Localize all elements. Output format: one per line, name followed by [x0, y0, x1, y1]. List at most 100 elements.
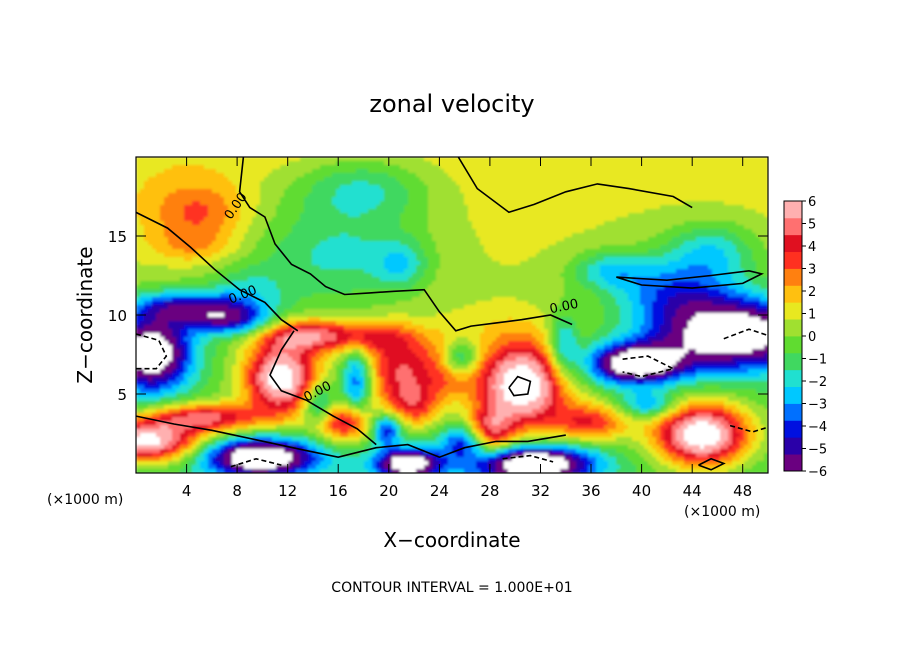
heatmap-cell	[212, 161, 217, 166]
heatmap-cell	[356, 217, 361, 222]
heatmap-cell	[616, 229, 621, 234]
heatmap-cell	[368, 241, 373, 246]
heatmap-cell	[376, 281, 381, 286]
heatmap-cell	[308, 185, 313, 190]
heatmap-cell	[408, 165, 413, 170]
heatmap-cell	[384, 201, 389, 206]
heatmap-cell	[440, 165, 445, 170]
heatmap-cell	[444, 193, 449, 198]
heatmap-cell	[352, 257, 357, 262]
heatmap-cell	[464, 277, 469, 282]
heatmap-cell	[308, 189, 313, 194]
heatmap-cell	[724, 157, 729, 162]
heatmap-cell	[460, 189, 465, 194]
heatmap-cell	[180, 201, 185, 206]
heatmap-cell	[484, 281, 489, 286]
heatmap-cell	[552, 161, 557, 166]
heatmap-cell	[332, 209, 337, 214]
heatmap-cell	[488, 249, 493, 254]
heatmap-cell	[244, 237, 249, 242]
heatmap-cell	[568, 229, 573, 234]
heatmap-cell	[456, 201, 461, 206]
heatmap-cell	[300, 209, 305, 214]
heatmap-cell	[556, 157, 561, 162]
heatmap-cell	[316, 281, 321, 286]
heatmap-cell	[264, 205, 269, 210]
heatmap-cell	[628, 225, 633, 230]
heatmap-cell	[584, 177, 589, 182]
heatmap-cell	[264, 169, 269, 174]
heatmap-cell	[336, 253, 341, 258]
heatmap-cell	[360, 273, 365, 278]
heatmap-cell	[568, 245, 573, 250]
heatmap-cell	[400, 213, 405, 218]
heatmap-cell	[596, 173, 601, 178]
heatmap-cell	[592, 161, 597, 166]
heatmap-cell	[532, 237, 537, 242]
heatmap-cell	[240, 229, 245, 234]
heatmap-cell	[156, 165, 161, 170]
heatmap-cell	[752, 253, 757, 258]
heatmap-cell	[448, 269, 453, 274]
heatmap-cell	[708, 249, 713, 254]
heatmap-cell	[328, 281, 333, 286]
heatmap-cell	[736, 165, 741, 170]
heatmap-cell	[712, 261, 717, 266]
heatmap-cell	[644, 169, 649, 174]
heatmap-cell	[512, 241, 517, 246]
heatmap-cell	[440, 225, 445, 230]
heatmap-cell	[652, 265, 657, 270]
heatmap-cell	[324, 249, 329, 254]
heatmap-cell	[500, 165, 505, 170]
heatmap-cell	[152, 241, 157, 246]
heatmap-cell	[736, 189, 741, 194]
heatmap-cell	[324, 277, 329, 282]
heatmap-cell	[588, 189, 593, 194]
heatmap-cell	[492, 221, 497, 226]
heatmap-cell	[200, 201, 205, 206]
heatmap-cell	[340, 273, 345, 278]
heatmap-cell	[736, 169, 741, 174]
heatmap-cell	[624, 273, 629, 278]
heatmap-cell	[432, 165, 437, 170]
heatmap-cell	[404, 229, 409, 234]
heatmap-cell	[140, 217, 145, 222]
heatmap-cell	[548, 177, 553, 182]
heatmap-cell	[504, 205, 509, 210]
heatmap-cell	[636, 245, 641, 250]
heatmap-cell	[436, 209, 441, 214]
heatmap-cell	[560, 277, 565, 282]
heatmap-cell	[472, 265, 477, 270]
heatmap-cell	[308, 265, 313, 270]
heatmap-cell	[372, 245, 377, 250]
heatmap-cell	[188, 189, 193, 194]
heatmap-cell	[720, 209, 725, 214]
heatmap-cell	[552, 205, 557, 210]
heatmap-cell	[520, 245, 525, 250]
heatmap-cell	[608, 161, 613, 166]
heatmap-cell	[152, 233, 157, 238]
heatmap-cell	[372, 193, 377, 198]
heatmap-cell	[480, 249, 485, 254]
heatmap-cell	[476, 269, 481, 274]
heatmap-cell	[696, 261, 701, 266]
heatmap-cell	[324, 173, 329, 178]
heatmap-cell	[716, 173, 721, 178]
heatmap-cell	[760, 241, 765, 246]
heatmap-cell	[136, 261, 141, 266]
heatmap-cell	[640, 201, 645, 206]
heatmap-cell	[152, 265, 157, 270]
heatmap-cell	[564, 181, 569, 186]
heatmap-cell	[180, 225, 185, 230]
heatmap-cell	[320, 225, 325, 230]
heatmap-cell	[472, 173, 477, 178]
heatmap-cell	[280, 221, 285, 226]
heatmap-cell	[592, 273, 597, 278]
heatmap-cell	[480, 277, 485, 282]
heatmap-cell	[440, 249, 445, 254]
heatmap-cell	[456, 273, 461, 278]
heatmap-cell	[336, 169, 341, 174]
heatmap-cell	[264, 273, 269, 278]
heatmap-cell	[508, 201, 513, 206]
heatmap-cell	[648, 249, 653, 254]
